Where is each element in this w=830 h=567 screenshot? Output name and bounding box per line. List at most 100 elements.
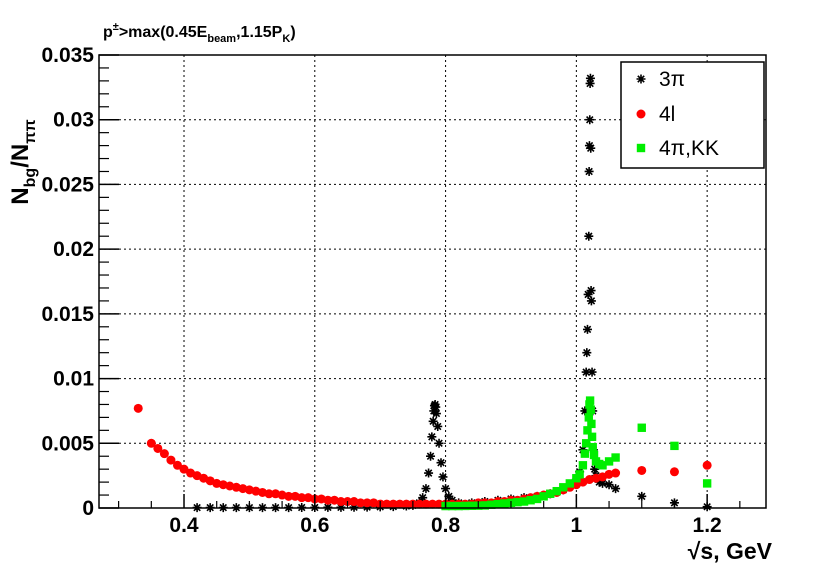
3pi-point <box>441 484 451 494</box>
y-tick-label: 0 <box>82 497 94 520</box>
4pi-kk-point <box>702 479 712 488</box>
4l-point <box>159 449 169 459</box>
y-tick-label: 0.03 <box>53 109 94 132</box>
4pi-kk-point <box>526 496 535 505</box>
4pi-kk-point <box>454 501 463 511</box>
legend-label-3pi: 3π <box>659 68 685 91</box>
4pi-kk-point <box>447 501 457 511</box>
series-4pi-kk <box>441 396 712 511</box>
3pi-point <box>585 78 595 88</box>
3pi-point <box>444 491 454 501</box>
3pi-point <box>584 166 594 176</box>
legend-marker-4l <box>636 109 646 119</box>
4pi-kk-point <box>493 499 503 509</box>
3pi-point <box>434 438 444 448</box>
y-tick-label: 0.02 <box>53 238 94 261</box>
y-tick-label: 0.005 <box>41 432 94 455</box>
legend-marker <box>636 109 646 119</box>
series-4l <box>133 403 712 509</box>
3pi-point <box>418 493 428 503</box>
3pi-point <box>428 416 438 426</box>
4pi-kk-point <box>587 419 596 429</box>
3pi-point <box>585 115 595 125</box>
4pi-kk-point <box>513 497 522 507</box>
3pi-point <box>426 451 436 461</box>
4l-point <box>702 460 712 470</box>
4pi-kk-point <box>546 489 555 498</box>
4pi-kk-point <box>519 497 529 506</box>
3pi-point <box>582 324 592 334</box>
x-tick-label: 0.4 <box>169 514 199 537</box>
3pi-point <box>584 141 594 151</box>
grid-lines <box>99 54 766 508</box>
3pi-point <box>433 421 443 431</box>
4pi-kk-point <box>604 457 614 466</box>
4pi-kk-point <box>611 453 620 462</box>
legend-marker <box>636 143 646 153</box>
plot-frame <box>98 54 767 509</box>
3pi-point <box>611 484 621 494</box>
3pi-point <box>427 432 437 442</box>
4pi-kk-point <box>587 432 597 442</box>
4l-point <box>414 499 424 509</box>
3pi-point <box>585 73 595 83</box>
3pi-point <box>584 231 594 241</box>
x-tick-label: 0.8 <box>431 514 461 537</box>
3pi-point <box>586 143 596 153</box>
4pi-kk-point <box>500 499 509 508</box>
4l-point <box>284 491 294 501</box>
4pi-kk-point <box>578 461 588 470</box>
y-tick-label: 0.01 <box>53 368 94 391</box>
4l-point <box>356 498 366 508</box>
4l-point <box>153 443 163 453</box>
3pi-point <box>421 484 431 494</box>
3pi-point <box>598 478 608 488</box>
3pi-point <box>582 348 592 358</box>
y-tick-label: 0.015 <box>41 303 94 326</box>
3pi-point <box>594 477 604 487</box>
legend-label-4l: 4l <box>659 103 675 126</box>
legend: 3π 4l 4π,KK <box>620 61 765 169</box>
3pi-point <box>637 491 647 501</box>
3pi-point <box>424 468 434 478</box>
cut-annotation: p±>max(0.45Ebeam,1.15PK) <box>103 21 296 45</box>
3pi-point <box>580 406 590 416</box>
4pi-kk-point <box>637 423 646 432</box>
x-tick-label: 1.2 <box>693 514 722 537</box>
3pi-point <box>583 289 593 299</box>
legend-marker <box>636 74 646 84</box>
4pi-kk-point <box>584 413 593 422</box>
4l-point <box>323 495 333 505</box>
4pi-kk-point <box>565 479 575 488</box>
4l-point <box>637 465 647 475</box>
4pi-kk-point <box>588 442 597 452</box>
4l-point <box>421 499 431 509</box>
3pi-point <box>431 409 441 419</box>
4pi-kk-point <box>552 486 561 496</box>
4pi-kk-point <box>532 494 542 504</box>
4l-point <box>146 438 156 448</box>
4l-point <box>166 455 176 465</box>
3pi-point <box>581 367 591 377</box>
4l-point <box>172 460 182 470</box>
4l-point <box>382 499 392 509</box>
4pi-kk-point <box>575 470 584 479</box>
y-tick-label: 0.025 <box>41 173 94 196</box>
3pi-point <box>436 458 446 468</box>
3pi-point <box>590 464 600 474</box>
4l-point <box>179 464 189 474</box>
3pi-point <box>431 402 441 412</box>
legend-marker-4pi-kk <box>636 143 646 153</box>
x-axis-title: √s, GeV <box>688 538 773 564</box>
4l-point <box>395 499 405 509</box>
4l-point <box>669 467 679 477</box>
4l-point <box>401 499 411 509</box>
legend-label-4pi-kk: 4π,KK <box>659 137 719 160</box>
4l-point <box>133 403 143 413</box>
4pi-kk-point <box>580 449 590 458</box>
y-tick-label: 0.035 <box>41 44 94 67</box>
axis-ticks: 0.4 0.6 0.8 1 1.2 0 0.005 0.01 0.015 0.02 0.025 0.0… <box>41 44 741 537</box>
4l-point <box>336 497 346 507</box>
3pi-point <box>438 472 448 482</box>
3pi-point <box>349 502 359 512</box>
